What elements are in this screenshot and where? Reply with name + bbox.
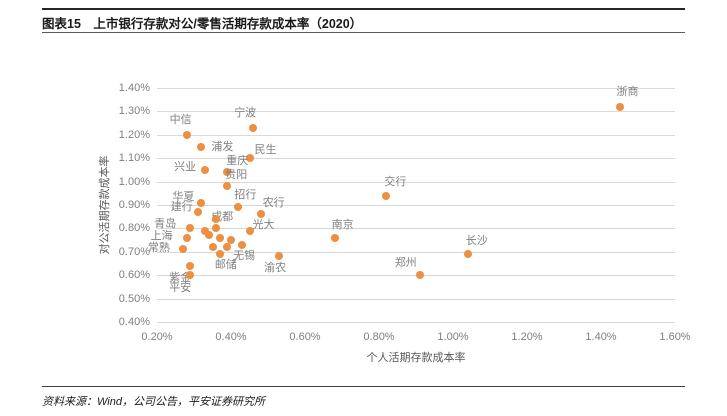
point-label: 重庆 [226, 155, 249, 168]
scatter-point [234, 203, 243, 212]
point-label: 华夏 [172, 190, 195, 203]
scatter-point [382, 191, 391, 200]
y-tick-label: 1.20% [118, 128, 150, 141]
source-note: 资料来源：Wind，公司公告，平安证券研究所 [42, 396, 265, 408]
scatter-point [186, 224, 195, 233]
y-tick-label: 1.10% [118, 152, 150, 165]
gridline [157, 134, 675, 136]
scatter-point [182, 233, 191, 242]
scatter-point [212, 224, 221, 233]
y-tick-label: 1.40% [118, 82, 150, 94]
x-tick-label: 1.60% [659, 331, 691, 343]
x-tick-label: 1.20% [511, 331, 543, 343]
plot-area: 浙商 宁波 中信 浦发 民生 兴业 重庆 贵阳 交行 华夏 招行 建行 农行 成都 青岛 光大 南京 上海 无锡 渝农… [148, 86, 675, 323]
point-label: 兴业 [174, 160, 197, 173]
point-label: 建行 [170, 201, 193, 214]
x-tick-label: 0.40% [215, 331, 247, 343]
scatter-point [615, 102, 624, 111]
footer-rule [42, 386, 685, 387]
scatter-point [212, 215, 221, 224]
scatter-point [193, 208, 202, 217]
point-label: 平安 [169, 282, 192, 295]
point-label: 南京 [331, 218, 354, 231]
scatter-point [275, 252, 284, 261]
y-axis-tick-labels: 1.40% 1.30% 1.20% 1.10% 1.00% 0.90% 0.80% 0.70%… [96, 82, 150, 328]
scatter-point [197, 142, 206, 151]
point-label: 长沙 [465, 235, 488, 248]
y-tick-label: 0.80% [118, 222, 150, 235]
point-label: 农行 [262, 197, 285, 210]
scatter-point [186, 261, 195, 270]
x-axis-tick-labels: 0.20% 0.40% 0.60% 0.80% 1.00% 1.20% 1.40% 1.60% [141, 331, 690, 345]
point-label: 青岛 [154, 218, 177, 231]
x-tick-label: 0.80% [363, 331, 395, 343]
scatter-point [182, 130, 191, 139]
scatter-point [238, 240, 247, 249]
point-label: 紫金 [169, 271, 192, 284]
point-label: 中信 [169, 113, 192, 126]
point-label: 邮储 [214, 259, 237, 272]
point-label: 浙商 [616, 85, 639, 98]
point-label: 光大 [252, 218, 275, 231]
scatter-point [227, 236, 235, 245]
title-bottom-rule [42, 32, 685, 33]
gridline [157, 322, 675, 323]
gridline [157, 298, 675, 300]
gridline [157, 158, 675, 160]
scatter-point [463, 250, 472, 259]
point-label: 交行 [384, 175, 407, 188]
scatter-point [256, 210, 265, 219]
y-tick-label: 1.00% [118, 175, 150, 188]
x-axis-title: 个人活期存款成本率 [366, 352, 466, 364]
x-tick-label: 1.00% [437, 331, 469, 343]
figure-title: 图表15 上市银行存款对公/零售活期存款成本率（2020） [42, 17, 363, 31]
gridline [157, 181, 675, 183]
scatter-point [245, 226, 254, 235]
scatter-point [249, 123, 258, 132]
x-tick-label: 0.60% [289, 331, 321, 343]
scatter-point [223, 168, 232, 177]
title-top-rule [42, 8, 685, 10]
point-label: 招行 [234, 189, 257, 202]
scatter-point [208, 243, 217, 252]
scatter-point [330, 233, 339, 242]
scatter-point [201, 165, 210, 174]
y-tick-label: 0.70% [118, 245, 150, 258]
scatter-point [223, 243, 232, 252]
scatter-point [245, 154, 254, 163]
scatter-point [215, 233, 224, 242]
scatter-point [215, 250, 224, 259]
scatter-point [197, 198, 206, 207]
scatter-point [223, 182, 232, 191]
point-label: 无锡 [233, 249, 256, 262]
point-label: 渝农 [264, 262, 287, 275]
scatter-point [186, 271, 195, 280]
point-label: 浦发 [211, 140, 234, 153]
gridline [157, 205, 675, 206]
point-label: 上海 [150, 229, 173, 242]
gridline [157, 111, 675, 113]
scatter-point [204, 231, 213, 240]
gridline [157, 228, 675, 230]
point-label: 郑州 [394, 257, 417, 270]
y-tick-label: 0.60% [118, 269, 150, 282]
y-tick-label: 0.40% [118, 316, 150, 328]
y-tick-label: 0.50% [118, 292, 150, 305]
point-label: 贵阳 [225, 169, 248, 182]
point-label: 常熟 [147, 242, 170, 255]
y-tick-label: 1.30% [118, 105, 150, 118]
x-tick-label: 1.40% [585, 331, 617, 343]
gridline [157, 251, 675, 253]
scatter-point [415, 271, 424, 280]
scatter-point [178, 245, 187, 254]
point-label: 宁波 [234, 106, 257, 119]
gridline [157, 88, 675, 89]
y-tick-label: 0.90% [118, 199, 150, 211]
scatter-point [201, 226, 210, 235]
point-label: 民生 [254, 144, 277, 157]
x-tick-label: 0.20% [141, 331, 173, 343]
